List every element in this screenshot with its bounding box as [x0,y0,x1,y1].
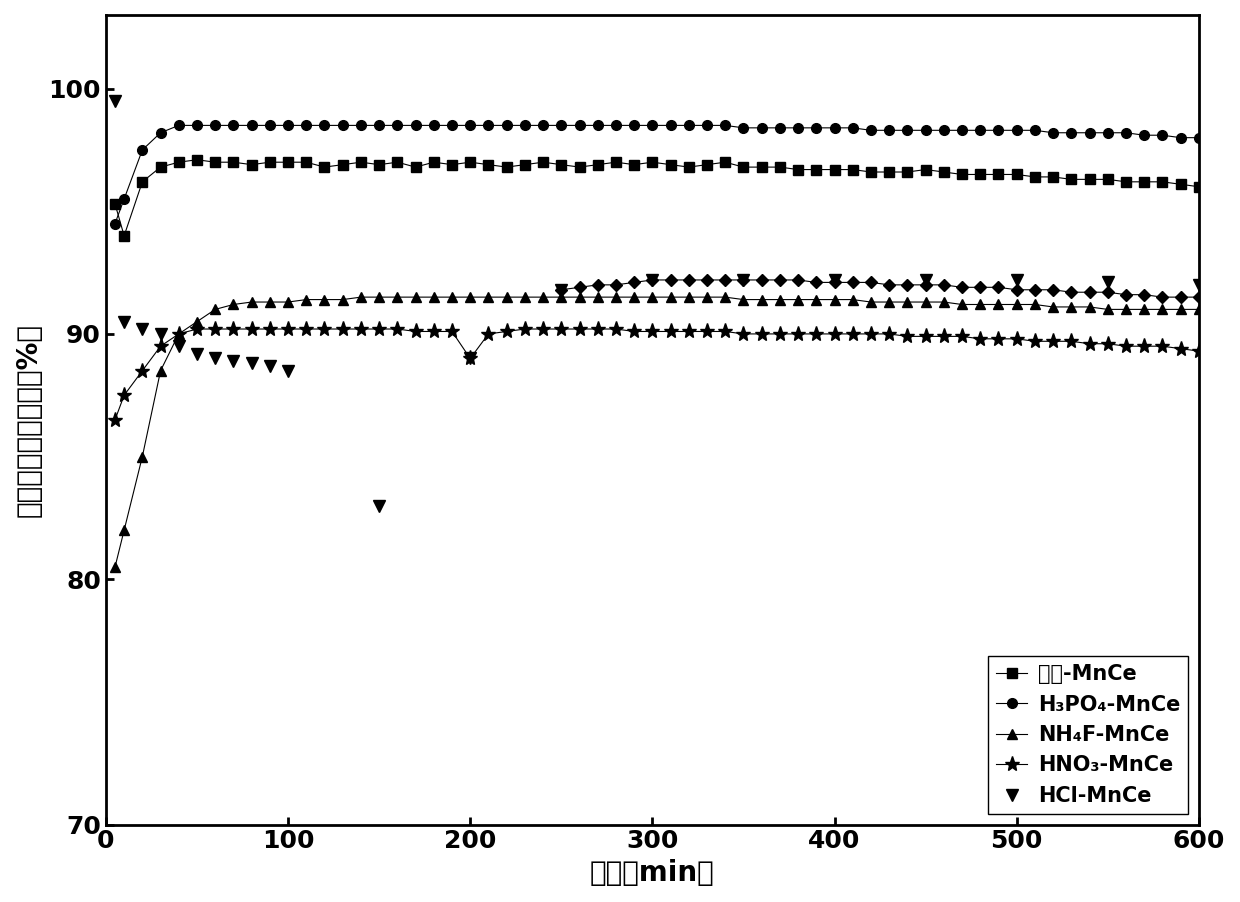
Line: HNO₃-MnCe: HNO₃-MnCe [108,321,1207,428]
NH₄F-MnCe [372,291,387,302]
新鲜-MnCe [389,157,404,168]
NH₄F-MnCe [1064,301,1079,312]
NH₄F-MnCe [773,294,787,305]
Line: 新鲜-MnCe: 新鲜-MnCe [110,155,1204,241]
NH₄F-MnCe [699,291,714,302]
HCl-MnCe [918,274,932,285]
NH₄F-MnCe [317,294,332,305]
H₃PO₄-MnCe [699,120,714,131]
HCl-MnCe [244,358,259,369]
Legend: 新鲜-MnCe, H₃PO₄-MnCe, NH₄F-MnCe, HNO₃-MnCe, HCl-MnCe: 新鲜-MnCe, H₃PO₄-MnCe, NH₄F-MnCe, HNO₃-MnC… [988,656,1188,815]
HNO₃-MnCe [108,414,123,425]
H₃PO₄-MnCe [773,123,787,133]
H₃PO₄-MnCe [1192,133,1207,143]
HCl-MnCe [827,274,842,285]
HNO₃-MnCe [500,326,515,336]
NH₄F-MnCe [353,291,368,302]
新鲜-MnCe [517,160,532,170]
HCl-MnCe [117,317,131,327]
HCl-MnCe [263,361,278,372]
HCl-MnCe [108,96,123,106]
HCl-MnCe [190,348,205,359]
Y-axis label: 氮氧化物脱除效率（%）: 氮氧化物脱除效率（%） [15,323,43,517]
Line: H₃PO₄-MnCe: H₃PO₄-MnCe [110,121,1204,228]
新鲜-MnCe [1192,181,1207,192]
HCl-MnCe [226,355,241,366]
HCl-MnCe [463,353,477,364]
新鲜-MnCe [718,157,733,168]
新鲜-MnCe [190,154,205,165]
HCl-MnCe [554,284,569,295]
HCl-MnCe [135,324,150,335]
新鲜-MnCe [117,230,131,241]
HNO₃-MnCe [699,326,714,336]
H₃PO₄-MnCe [171,120,186,131]
新鲜-MnCe [353,157,368,168]
Line: NH₄F-MnCe: NH₄F-MnCe [110,292,1204,572]
Line: HCl-MnCe: HCl-MnCe [109,95,1205,512]
新鲜-MnCe [108,198,123,209]
HCl-MnCe [737,274,751,285]
HNO₃-MnCe [1192,345,1207,356]
HCl-MnCe [645,274,660,285]
X-axis label: 时间（min）: 时间（min） [590,859,714,887]
新鲜-MnCe [1083,174,1097,185]
新鲜-MnCe [791,164,806,175]
HNO₃-MnCe [773,328,787,339]
NH₄F-MnCe [500,291,515,302]
HCl-MnCe [280,365,295,376]
HCl-MnCe [153,328,167,339]
H₃PO₄-MnCe [372,120,387,131]
HNO₃-MnCe [1064,336,1079,346]
HNO₃-MnCe [335,324,350,335]
H₃PO₄-MnCe [500,120,515,131]
HNO₃-MnCe [190,324,205,335]
HCl-MnCe [372,501,387,511]
HCl-MnCe [208,353,223,364]
HCl-MnCe [1192,280,1207,290]
NH₄F-MnCe [108,562,123,573]
H₃PO₄-MnCe [1064,127,1079,138]
H₃PO₄-MnCe [335,120,350,131]
H₃PO₄-MnCe [108,218,123,229]
NH₄F-MnCe [1192,304,1207,315]
HCl-MnCe [1009,274,1024,285]
HCl-MnCe [171,341,186,352]
HCl-MnCe [1100,277,1115,288]
HNO₃-MnCe [372,324,387,335]
